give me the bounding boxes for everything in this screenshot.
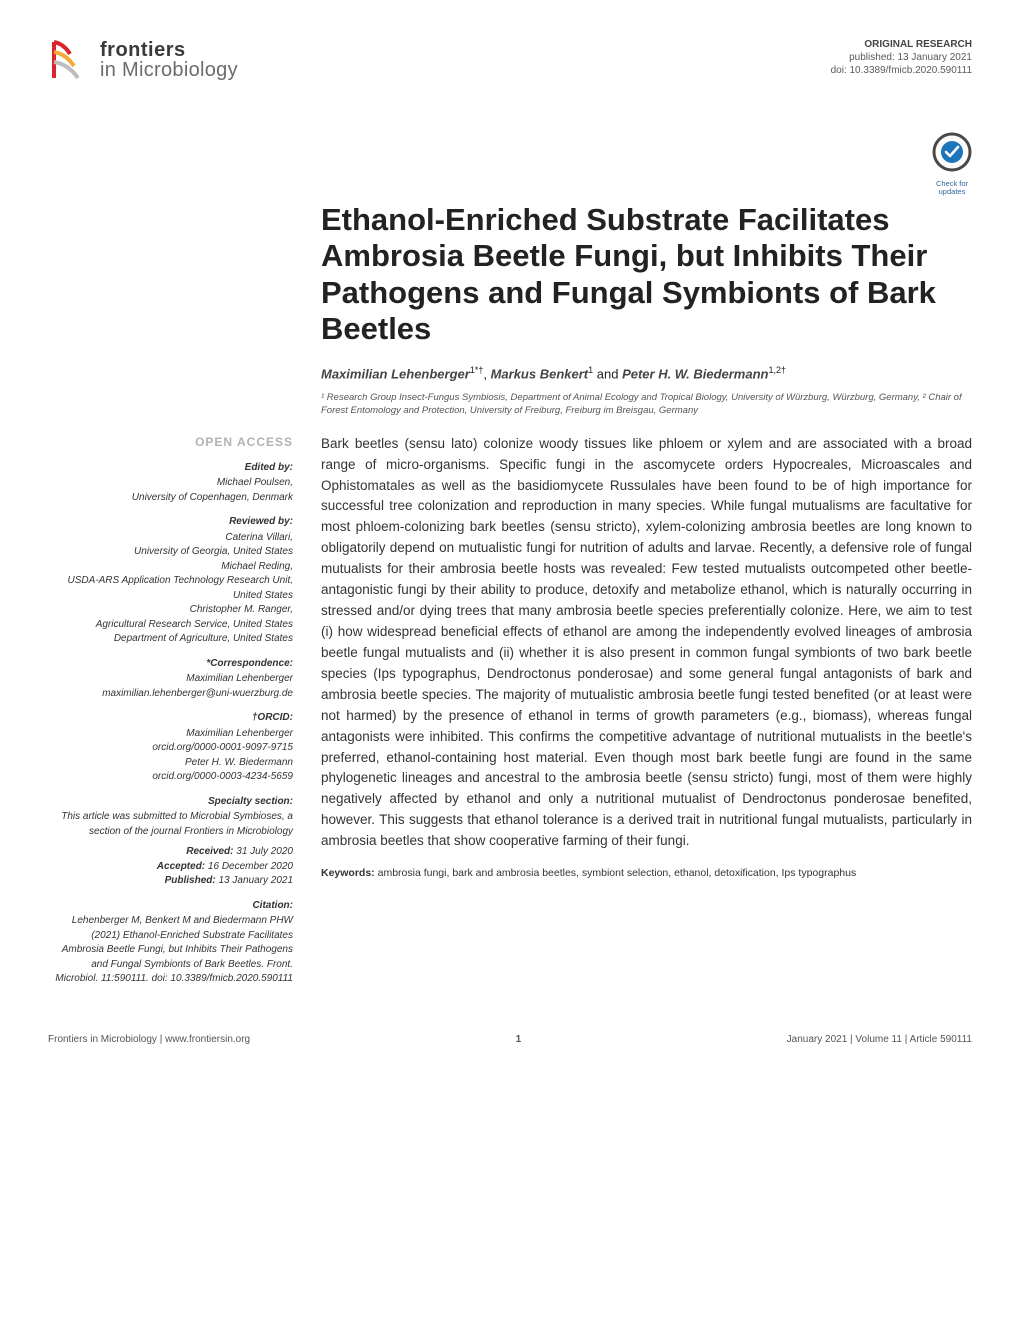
- updates-note-line2: updates: [939, 187, 966, 196]
- abstract: Bark beetles (sensu lato) colonize woody…: [321, 434, 972, 852]
- publication-meta: ORIGINAL RESEARCH published: 13 January …: [831, 38, 972, 77]
- keywords-label: Keywords:: [321, 867, 375, 879]
- logo-text: frontiers in Microbiology: [100, 40, 238, 80]
- reviewer-affil: Agricultural Research Service, United St…: [48, 618, 293, 647]
- author-sep: ,: [483, 366, 490, 381]
- reviewed-by-block: Reviewed by: Caterina Villari, Universit…: [48, 515, 293, 647]
- edited-by-block: Edited by: Michael Poulsen, University o…: [48, 461, 293, 506]
- orcid-name: Maximilian Lehenberger: [48, 727, 293, 742]
- orcid-heading: †ORCID:: [48, 711, 293, 726]
- footer-left[interactable]: Frontiers in Microbiology | www.frontier…: [48, 1033, 250, 1048]
- page-footer: Frontiers in Microbiology | www.frontier…: [48, 1033, 972, 1048]
- accepted-line: Accepted: 16 December 2020: [48, 860, 293, 875]
- specialty-heading: Specialty section:: [48, 795, 293, 810]
- publication-type: ORIGINAL RESEARCH: [831, 38, 972, 51]
- keywords-text: ambrosia fungi, bark and ambrosia beetle…: [378, 867, 857, 879]
- author-sup: 1*†: [470, 365, 484, 375]
- orcid-id[interactable]: orcid.org/0000-0003-4234-5659: [48, 770, 293, 785]
- editor-affil: University of Copenhagen, Denmark: [48, 491, 293, 506]
- author-sep: and: [593, 366, 622, 381]
- citation-block: Citation: Lehenberger M, Benkert M and B…: [48, 899, 293, 987]
- edited-by-heading: Edited by:: [48, 461, 293, 476]
- authors-line: Maximilian Lehenberger1*†, Markus Benker…: [321, 364, 972, 384]
- orcid-name: Peter H. W. Biedermann: [48, 756, 293, 771]
- accepted-value: 16 December 2020: [205, 861, 293, 872]
- editor-name: Michael Poulsen,: [48, 476, 293, 491]
- correspondence-name: Maximilian Lehenberger: [48, 672, 293, 687]
- published-label: Published:: [165, 875, 216, 886]
- citation-heading: Citation:: [48, 899, 293, 914]
- article-sidebar: OPEN ACCESS Edited by: Michael Poulsen, …: [48, 202, 293, 993]
- logo-mark-icon: [48, 38, 92, 82]
- keywords: Keywords: ambrosia fungi, bark and ambro…: [321, 866, 972, 881]
- reviewed-by-heading: Reviewed by:: [48, 515, 293, 530]
- footer-page-number: 1: [516, 1034, 522, 1045]
- article-main: Ethanol-Enriched Substrate Facilitates A…: [321, 202, 972, 993]
- affiliations: ¹ Research Group Insect-Fungus Symbiosis…: [321, 392, 972, 418]
- journal-logo: frontiers in Microbiology: [48, 38, 238, 82]
- received-value: 31 July 2020: [234, 846, 294, 857]
- reviewer-affil: University of Georgia, United States: [48, 545, 293, 560]
- reviewer-name: Christopher M. Ranger,: [48, 603, 293, 618]
- specialty-body: This article was submitted to Microbial …: [48, 810, 293, 839]
- specialty-block: Specialty section: This article was subm…: [48, 795, 293, 840]
- reviewer-name: Caterina Villari,: [48, 531, 293, 546]
- author-name: Peter H. W. Biedermann: [622, 366, 768, 381]
- orcid-block: †ORCID: Maximilian Lehenberger orcid.org…: [48, 711, 293, 785]
- author-sup: 1,2†: [768, 365, 786, 375]
- open-access-label: OPEN ACCESS: [48, 434, 293, 451]
- correspondence-heading: *Correspondence:: [48, 657, 293, 672]
- publication-date: published: 13 January 2021: [831, 51, 972, 64]
- dates-block: Received: 31 July 2020 Accepted: 16 Dece…: [48, 845, 293, 889]
- reviewer-name: Michael Reding,: [48, 560, 293, 575]
- logo-top-text: frontiers: [100, 40, 238, 60]
- article-title: Ethanol-Enriched Substrate Facilitates A…: [321, 202, 972, 348]
- correspondence-block: *Correspondence: Maximilian Lehenberger …: [48, 657, 293, 702]
- reviewer-affil: USDA-ARS Application Technology Research…: [48, 574, 293, 603]
- orcid-id[interactable]: orcid.org/0000-0001-9097-9715: [48, 741, 293, 756]
- published-line: Published: 13 January 2021: [48, 874, 293, 889]
- page-header: frontiers in Microbiology ORIGINAL RESEA…: [48, 38, 972, 82]
- author-name: Markus Benkert: [491, 366, 589, 381]
- correspondence-email[interactable]: maximilian.lehenberger@uni-wuerzburg.de: [48, 687, 293, 702]
- published-value: 13 January 2021: [216, 875, 293, 886]
- publication-doi[interactable]: doi: 10.3389/fmicb.2020.590111: [831, 64, 972, 77]
- check-for-updates-badge[interactable]: Check for updates: [932, 132, 972, 196]
- footer-right: January 2021 | Volume 11 | Article 59011…: [787, 1033, 972, 1048]
- logo-bottom-text: in Microbiology: [100, 60, 238, 80]
- accepted-label: Accepted:: [157, 861, 205, 872]
- citation-body: Lehenberger M, Benkert M and Biedermann …: [48, 914, 293, 987]
- updates-note: Check for updates: [932, 180, 972, 196]
- received-label: Received:: [186, 846, 233, 857]
- crossmark-icon: [932, 160, 972, 175]
- received-line: Received: 31 July 2020: [48, 845, 293, 860]
- author-name: Maximilian Lehenberger: [321, 366, 470, 381]
